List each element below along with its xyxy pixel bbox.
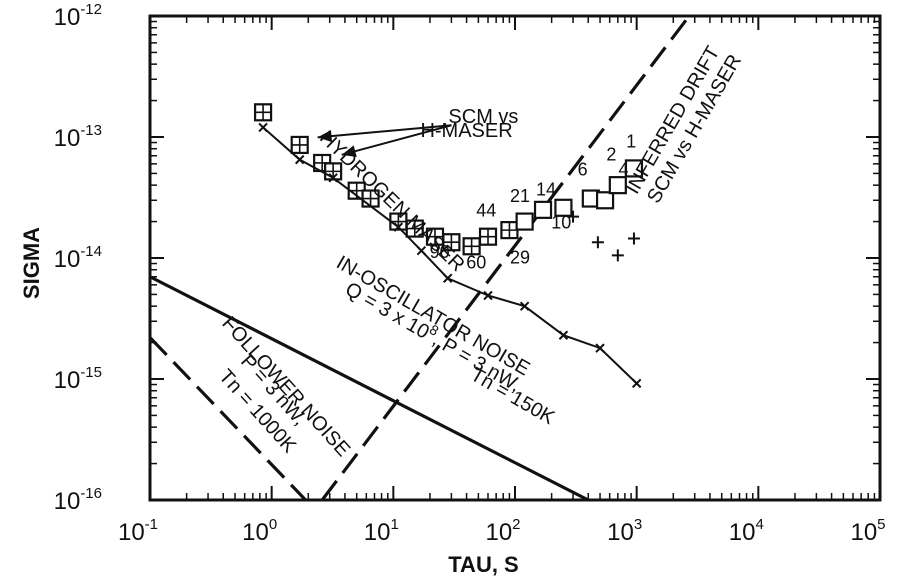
- x-tick-label: 103: [607, 516, 642, 546]
- point-label: 14: [536, 179, 556, 199]
- y-tick-label: 10-14: [54, 243, 102, 273]
- point-label: 1: [626, 131, 636, 151]
- hydrogen-maser-x-point: [631, 378, 642, 389]
- scm-plus-point: [627, 232, 640, 245]
- reference-line: [320, 16, 691, 500]
- y-tick-label: 10-15: [54, 364, 102, 394]
- x-tick-label: 104: [729, 516, 764, 546]
- hydrogen-maser-x-point: [393, 222, 404, 232]
- hydrogen-maser-x-point: [294, 154, 305, 165]
- hydrogen-maser-x-point: [519, 301, 530, 311]
- hydrogen-maser-x-point: [595, 343, 605, 353]
- scm-plus-point: [567, 210, 580, 223]
- hydrogen-maser-x-point: [483, 290, 493, 301]
- scm-plus-point: [591, 236, 604, 249]
- x-tick-label: 101: [364, 516, 399, 546]
- point-label: 29: [510, 248, 530, 268]
- y-tick-label: 10-12: [54, 1, 102, 31]
- hydrogen-maser-x-point: [558, 330, 569, 340]
- x-tick-label: 10-1: [118, 516, 158, 546]
- x-tick-label: 102: [485, 516, 520, 546]
- annotation-label: IN-OSCILLATOR NOISE: [332, 252, 533, 381]
- annotation-label: H-MASER: [420, 120, 512, 142]
- callout-arrow: [317, 124, 452, 139]
- annotation-label: HYDROGEN MASER: [315, 127, 469, 276]
- scm-square-point: [624, 159, 644, 178]
- y-axis-title: SIGMA: [19, 226, 44, 300]
- scm-square-point: [533, 200, 553, 219]
- hydrogen-maser-x-point: [443, 273, 453, 283]
- hydrogen-maser-x-point: [258, 122, 268, 133]
- hydrogen-maser-x-point: [416, 245, 427, 256]
- scm-square-point: [595, 191, 615, 210]
- x-tick-label: 105: [850, 516, 885, 546]
- point-label: 90: [430, 242, 450, 262]
- point-label: 60: [466, 252, 486, 272]
- point-label: 44: [476, 201, 496, 221]
- reference-line: [150, 275, 589, 500]
- x-tick-label: 100: [242, 516, 277, 546]
- point-label: 2: [606, 144, 616, 164]
- point-label: 4: [619, 160, 629, 180]
- y-tick-label: 10-16: [54, 485, 102, 515]
- point-label: 21: [510, 186, 530, 206]
- scm-plus-point: [611, 249, 624, 262]
- scm-square-point: [608, 176, 627, 195]
- y-tick-label: 10-13: [54, 122, 102, 152]
- annotation-label: SCM vs: [448, 106, 518, 128]
- point-label: 6: [578, 160, 588, 180]
- callout-arrow: [341, 124, 452, 156]
- scm-square-point: [554, 198, 573, 217]
- scm-square-point: [515, 212, 534, 231]
- x-axis-title: TAU, S: [448, 552, 519, 577]
- callout-arrowhead: [341, 145, 357, 157]
- plot-frame: [148, 14, 882, 502]
- callout-arrowhead: [317, 130, 333, 143]
- reference-line: [150, 336, 307, 500]
- point-label: 10: [551, 213, 571, 233]
- hydrogen-maser-x-point: [328, 173, 338, 183]
